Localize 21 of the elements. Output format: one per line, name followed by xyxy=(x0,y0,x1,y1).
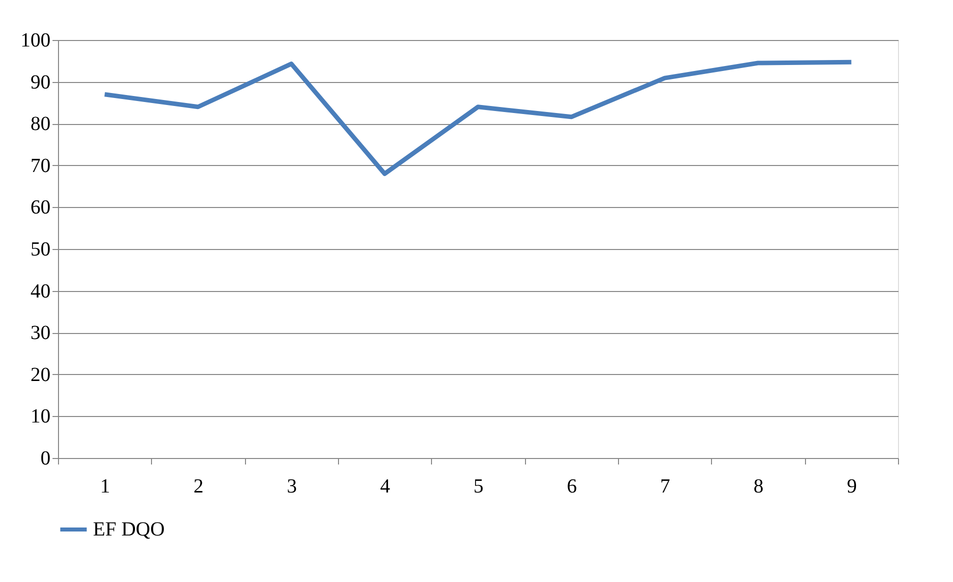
x-tick-label: 7 xyxy=(660,476,670,498)
x-tick-label: 9 xyxy=(846,476,857,498)
x-tick-label: 3 xyxy=(286,476,297,498)
legend-label: EF DQO xyxy=(93,518,165,540)
x-tick-label: 1 xyxy=(100,476,110,498)
y-tick-label: 90 xyxy=(30,71,50,94)
x-tick-label: 2 xyxy=(194,476,204,498)
y-tick-label: 30 xyxy=(30,322,50,344)
y-tick-label: 40 xyxy=(30,280,50,302)
y-tick-label: 10 xyxy=(30,406,50,428)
x-tick-label: 8 xyxy=(754,476,764,498)
x-tick-label: 5 xyxy=(474,476,484,498)
y-tick-label: 60 xyxy=(30,196,50,219)
y-tick-label: 20 xyxy=(30,364,50,386)
x-tick-label: 4 xyxy=(380,476,390,498)
y-tick-label: 100 xyxy=(20,30,50,52)
y-tick-label: 0 xyxy=(40,448,50,470)
y-tick-label: 50 xyxy=(30,238,50,260)
y-tick-label: 70 xyxy=(30,154,50,177)
x-tick-label: 6 xyxy=(566,476,577,498)
y-tick-label: 80 xyxy=(30,113,50,136)
